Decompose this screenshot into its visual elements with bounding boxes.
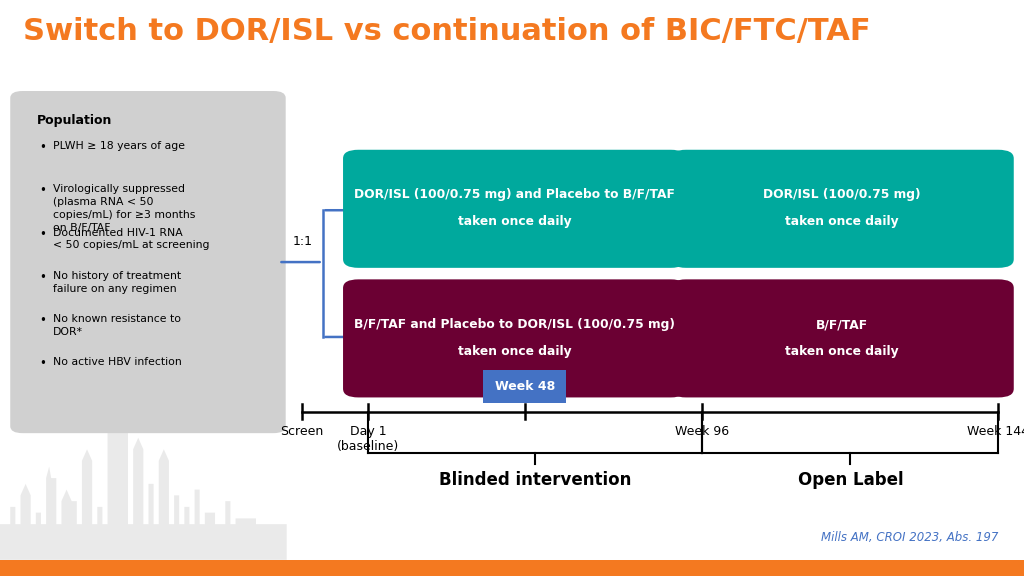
- Text: taken once daily: taken once daily: [785, 344, 899, 358]
- Text: taken once daily: taken once daily: [458, 344, 571, 358]
- FancyBboxPatch shape: [671, 279, 1014, 397]
- Text: Week 144: Week 144: [968, 425, 1024, 438]
- Text: taken once daily: taken once daily: [785, 215, 899, 228]
- Text: No active HBV infection: No active HBV infection: [53, 357, 182, 367]
- Text: No history of treatment
failure on any regimen: No history of treatment failure on any r…: [53, 271, 181, 294]
- Text: Week 96: Week 96: [676, 425, 729, 438]
- Text: Documented HIV-1 RNA
< 50 copies/mL at screening: Documented HIV-1 RNA < 50 copies/mL at s…: [53, 228, 210, 251]
- Text: DOR/ISL (100/0.75 mg): DOR/ISL (100/0.75 mg): [764, 188, 921, 202]
- FancyBboxPatch shape: [343, 150, 686, 268]
- Text: Virologically suppressed
(plasma RNA < 50
copies/mL) for ≥3 months
on B/F/TAF: Virologically suppressed (plasma RNA < 5…: [53, 184, 196, 233]
- FancyBboxPatch shape: [10, 91, 286, 433]
- Text: Switch to DOR/ISL vs continuation of BIC/FTC/TAF: Switch to DOR/ISL vs continuation of BIC…: [23, 17, 870, 46]
- Text: B/F/TAF and Placebo to DOR/ISL (100/0.75 mg): B/F/TAF and Placebo to DOR/ISL (100/0.75…: [354, 318, 675, 331]
- FancyBboxPatch shape: [343, 279, 686, 397]
- Text: Blinded intervention: Blinded intervention: [439, 471, 632, 488]
- Text: Population: Population: [37, 114, 113, 127]
- Text: •: •: [39, 271, 46, 284]
- Text: Mills AM, CROI 2023, Abs. 197: Mills AM, CROI 2023, Abs. 197: [821, 531, 998, 544]
- Text: •: •: [39, 184, 46, 198]
- Text: •: •: [39, 314, 46, 327]
- Text: •: •: [39, 141, 46, 154]
- Text: DOR/ISL (100/0.75 mg) and Placebo to B/F/TAF: DOR/ISL (100/0.75 mg) and Placebo to B/F…: [354, 188, 675, 202]
- Text: Screen: Screen: [281, 425, 324, 438]
- Text: Day 1
(baseline): Day 1 (baseline): [337, 425, 399, 453]
- Text: •: •: [39, 357, 46, 370]
- FancyBboxPatch shape: [483, 370, 566, 403]
- Text: •: •: [39, 228, 46, 241]
- Text: No known resistance to
DOR*: No known resistance to DOR*: [53, 314, 181, 337]
- Bar: [0, 560, 1024, 576]
- Text: Open Label: Open Label: [798, 471, 903, 488]
- Text: 1:1: 1:1: [292, 234, 312, 248]
- Polygon shape: [0, 392, 287, 560]
- Text: taken once daily: taken once daily: [458, 215, 571, 228]
- Text: Week 48: Week 48: [495, 380, 555, 393]
- FancyBboxPatch shape: [671, 150, 1014, 268]
- Text: B/F/TAF: B/F/TAF: [816, 318, 868, 331]
- Text: PLWH ≥ 18 years of age: PLWH ≥ 18 years of age: [53, 141, 185, 151]
